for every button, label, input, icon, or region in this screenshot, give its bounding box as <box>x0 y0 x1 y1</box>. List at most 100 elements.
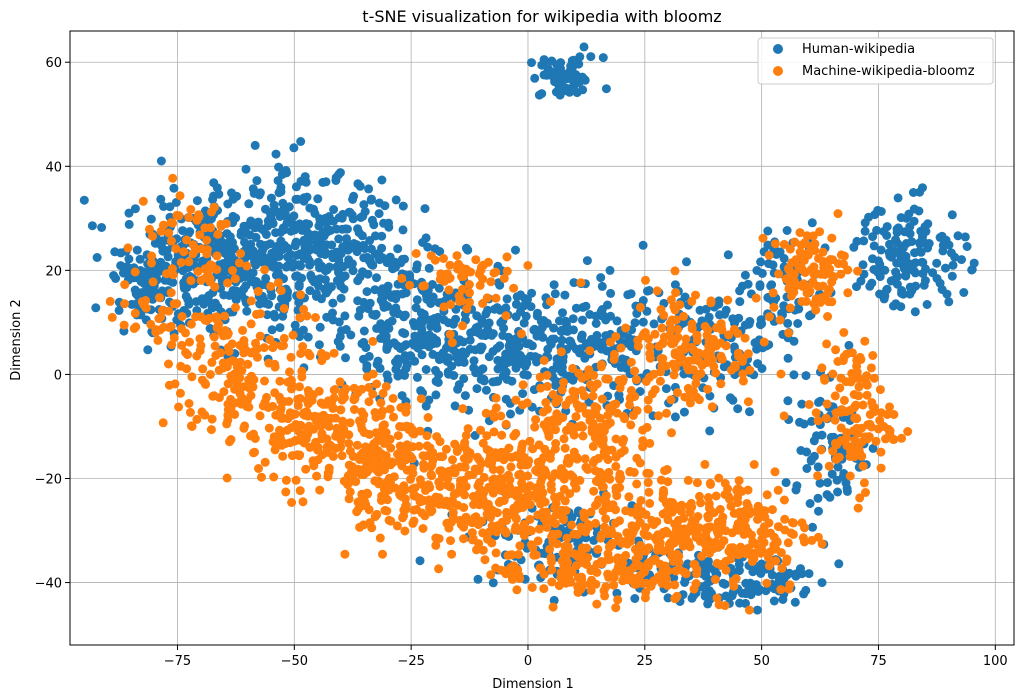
scatter-point <box>416 386 426 396</box>
scatter-point <box>459 503 469 512</box>
scatter-point <box>805 499 815 508</box>
scatter-point <box>810 239 820 249</box>
scatter-point <box>431 533 441 543</box>
scatter-point <box>870 403 879 412</box>
scatter-point <box>617 554 627 563</box>
scatter-point <box>483 305 493 315</box>
scatter-point <box>472 311 482 321</box>
scatter-point <box>744 605 754 615</box>
scatter-point <box>464 280 474 289</box>
scatter-point <box>421 365 431 374</box>
scatter-point <box>295 382 304 392</box>
scatter-point <box>348 195 358 204</box>
scatter-point <box>312 471 322 481</box>
scatter-point <box>361 343 371 353</box>
scatter-point <box>179 247 189 257</box>
scatter-point <box>241 164 251 174</box>
scatter-point <box>478 545 488 555</box>
scatter-point <box>596 273 606 283</box>
scatter-point <box>891 299 901 309</box>
scatter-point <box>431 320 441 330</box>
scatter-point <box>192 215 202 225</box>
scatter-point <box>259 258 269 268</box>
scatter-point <box>295 219 305 229</box>
scatter-point <box>184 213 194 222</box>
scatter-point <box>839 395 849 405</box>
scatter-point <box>458 337 468 347</box>
scatter-point <box>501 419 511 429</box>
x-tick-label: 75 <box>870 654 887 669</box>
scatter-point <box>235 389 245 398</box>
scatter-point <box>294 451 304 461</box>
scatter-point <box>336 442 346 452</box>
scatter-point <box>336 293 346 303</box>
scatter-point <box>303 332 313 342</box>
scatter-point <box>705 548 714 558</box>
scatter-point <box>460 391 470 401</box>
scatter-point <box>603 374 613 384</box>
scatter-point <box>679 524 689 534</box>
scatter-point <box>536 316 546 326</box>
scatter-point <box>675 300 685 310</box>
scatter-point <box>390 483 400 493</box>
scatter-point <box>255 411 265 421</box>
scatter-point <box>172 299 182 309</box>
scatter-point <box>431 540 441 550</box>
scatter-point <box>747 530 756 540</box>
scatter-point <box>670 266 680 276</box>
scatter-point <box>558 308 567 318</box>
scatter-point <box>501 394 511 404</box>
scatter-point <box>268 219 278 229</box>
scatter-point <box>563 542 573 552</box>
scatter-point <box>560 290 570 300</box>
scatter-point <box>244 199 254 209</box>
scatter-point <box>596 360 606 370</box>
scatter-point <box>504 482 514 491</box>
scatter-point <box>472 367 482 376</box>
scatter-point <box>535 492 545 502</box>
scatter-point <box>718 578 728 588</box>
scatter-point <box>154 314 164 324</box>
scatter-point <box>499 273 509 283</box>
scatter-point <box>522 459 532 469</box>
scatter-point <box>862 390 872 400</box>
scatter-point <box>339 242 349 251</box>
scatter-point <box>928 268 938 278</box>
scatter-point <box>611 603 621 613</box>
scatter-point <box>267 325 277 335</box>
scatter-point <box>641 523 651 532</box>
scatter-point <box>463 448 472 457</box>
scatter-point <box>444 285 454 295</box>
scatter-point <box>745 407 754 417</box>
scatter-point <box>260 376 269 386</box>
scatter-point <box>448 455 457 465</box>
scatter-point <box>491 448 500 458</box>
scatter-point <box>767 505 777 515</box>
scatter-point <box>231 303 240 312</box>
scatter-point <box>641 578 651 588</box>
scatter-point <box>586 52 596 62</box>
scatter-point <box>364 184 374 194</box>
scatter-point <box>276 434 286 444</box>
plot-frame <box>69 30 1015 646</box>
scatter-point <box>172 210 182 220</box>
scatter-point <box>328 451 338 461</box>
scatter-point <box>312 245 322 255</box>
scatter-point <box>750 338 760 348</box>
scatter-point <box>273 278 283 288</box>
scatter-point <box>457 272 466 281</box>
scatter-point <box>557 556 567 566</box>
scatter-point <box>461 512 471 522</box>
scatter-point <box>250 140 260 150</box>
scatter-point <box>250 447 259 457</box>
scatter-point <box>734 566 744 576</box>
scatter-point <box>565 87 574 97</box>
y-axis-title: Dimension 2 <box>9 299 24 381</box>
scatter-point <box>557 572 567 582</box>
scatter-point <box>723 295 733 305</box>
scatter-point <box>612 588 622 598</box>
scatter-point <box>259 343 269 353</box>
scatter-point <box>157 305 167 315</box>
scatter-point <box>179 278 189 288</box>
scatter-point <box>116 261 126 271</box>
